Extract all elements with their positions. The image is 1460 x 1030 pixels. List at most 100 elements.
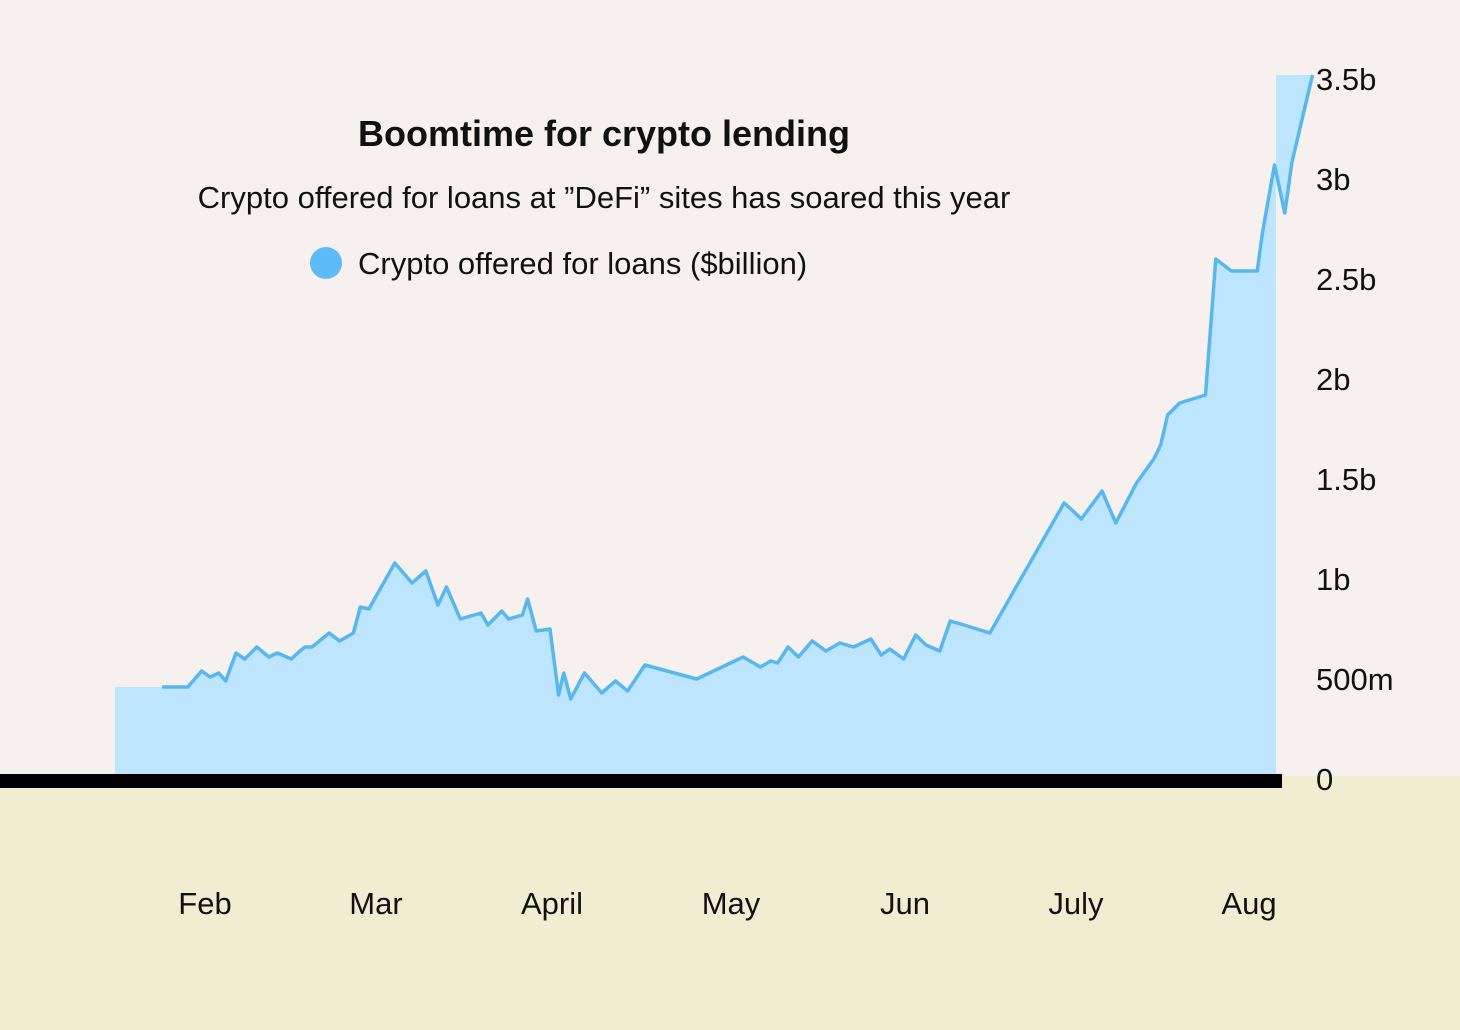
data-point-57	[914, 633, 918, 637]
data-point-73	[1204, 393, 1208, 397]
data-point-25	[458, 617, 462, 621]
data-point-76	[1255, 269, 1259, 273]
data-point-17	[351, 631, 355, 635]
chart-subtitle: Crypto offered for loans at ”DeFi” sites…	[198, 180, 1011, 215]
data-point-38	[600, 691, 604, 695]
data-point-59	[938, 649, 942, 653]
x-tick-label: April	[521, 886, 583, 921]
y-axis-ticks: 0 500m 1b 1.5b 2b 2.5b 3b 3.5b	[1316, 62, 1394, 797]
data-point-66	[1100, 489, 1104, 493]
data-point-42	[695, 677, 699, 681]
data-point-67	[1114, 521, 1118, 525]
data-point-48	[796, 655, 800, 659]
data-point-0	[160, 685, 164, 689]
data-point-40	[626, 689, 630, 693]
data-point-8	[255, 645, 259, 649]
data-point-31	[526, 597, 530, 601]
data-point-62	[988, 631, 992, 635]
x-axis-baseline	[0, 774, 1282, 788]
y-tick-label: 500m	[1316, 662, 1394, 697]
data-point-77	[1260, 231, 1264, 235]
series-area-fill	[115, 75, 1313, 776]
data-point-72	[1178, 401, 1182, 405]
data-point-47	[786, 645, 790, 649]
data-point-64	[1069, 507, 1073, 511]
x-tick-label: Feb	[178, 886, 231, 921]
data-point-10	[275, 651, 279, 655]
data-point-6	[234, 651, 238, 655]
data-point-46	[776, 661, 780, 665]
data-point-81	[1311, 73, 1315, 77]
legend: Crypto offered for loans ($billion)	[310, 246, 807, 281]
data-point-5	[224, 679, 228, 683]
plot-area	[115, 73, 1315, 776]
y-tick-label: 3.5b	[1316, 62, 1376, 97]
data-point-80	[1290, 161, 1294, 165]
data-point-35	[562, 671, 566, 675]
y-tick-label: 2b	[1316, 362, 1350, 397]
data-point-51	[838, 641, 842, 645]
data-point-58	[924, 643, 928, 647]
data-point-50	[824, 649, 828, 653]
data-point-2	[200, 669, 204, 673]
data-point-11	[289, 657, 293, 661]
data-point-4	[217, 671, 221, 675]
data-point-20	[393, 561, 397, 565]
data-point-21	[410, 581, 414, 585]
y-tick-label: 1.5b	[1316, 462, 1376, 497]
data-point-39	[614, 679, 618, 683]
data-point-70	[1159, 443, 1163, 447]
data-point-49	[810, 639, 814, 643]
data-point-7	[243, 657, 247, 661]
data-point-1	[186, 685, 190, 689]
data-point-71	[1166, 413, 1170, 417]
data-point-79	[1283, 211, 1287, 215]
data-point-12	[298, 649, 302, 653]
data-point-43	[741, 655, 745, 659]
data-point-45	[769, 659, 773, 663]
data-point-52	[852, 645, 856, 649]
data-point-13	[303, 645, 307, 649]
series-line	[161, 74, 1315, 701]
x-axis-ticks: Feb Mar April May Jun July Aug	[178, 886, 1276, 921]
x-tick-label: Jun	[880, 886, 930, 921]
legend-swatch	[310, 247, 342, 279]
data-point-14	[310, 645, 314, 649]
data-point-33	[548, 627, 552, 631]
data-point-19	[367, 607, 371, 611]
x-tick-label: July	[1048, 886, 1104, 921]
x-tick-label: Aug	[1221, 886, 1276, 921]
data-point-74	[1214, 257, 1218, 261]
data-point-56	[902, 657, 906, 661]
data-point-75	[1229, 269, 1233, 273]
data-point-24	[445, 585, 449, 589]
data-point-28	[500, 609, 504, 613]
data-point-18	[358, 605, 362, 609]
data-point-63	[1062, 501, 1066, 505]
y-tick-label: 0	[1316, 762, 1333, 797]
data-point-16	[338, 639, 342, 643]
x-tick-label: Mar	[349, 886, 402, 921]
chart-title: Boomtime for crypto lending	[358, 113, 850, 154]
data-point-68	[1135, 481, 1139, 485]
data-point-69	[1152, 457, 1156, 461]
data-point-65	[1079, 517, 1083, 521]
data-point-30	[520, 613, 524, 617]
y-tick-label: 2.5b	[1316, 262, 1376, 297]
data-point-41	[643, 663, 647, 667]
y-tick-label: 3b	[1316, 162, 1350, 197]
data-point-23	[436, 603, 440, 607]
data-point-44	[758, 665, 762, 669]
data-point-36	[569, 697, 573, 701]
data-point-26	[479, 611, 483, 615]
data-point-3	[208, 675, 212, 679]
data-point-29	[507, 617, 511, 621]
data-point-15	[327, 631, 331, 635]
data-point-60	[948, 619, 952, 623]
data-point-37	[583, 671, 587, 675]
data-point-34	[557, 693, 561, 697]
x-axis-band	[0, 776, 1460, 1030]
data-point-53	[869, 637, 873, 641]
data-point-27	[486, 623, 490, 627]
